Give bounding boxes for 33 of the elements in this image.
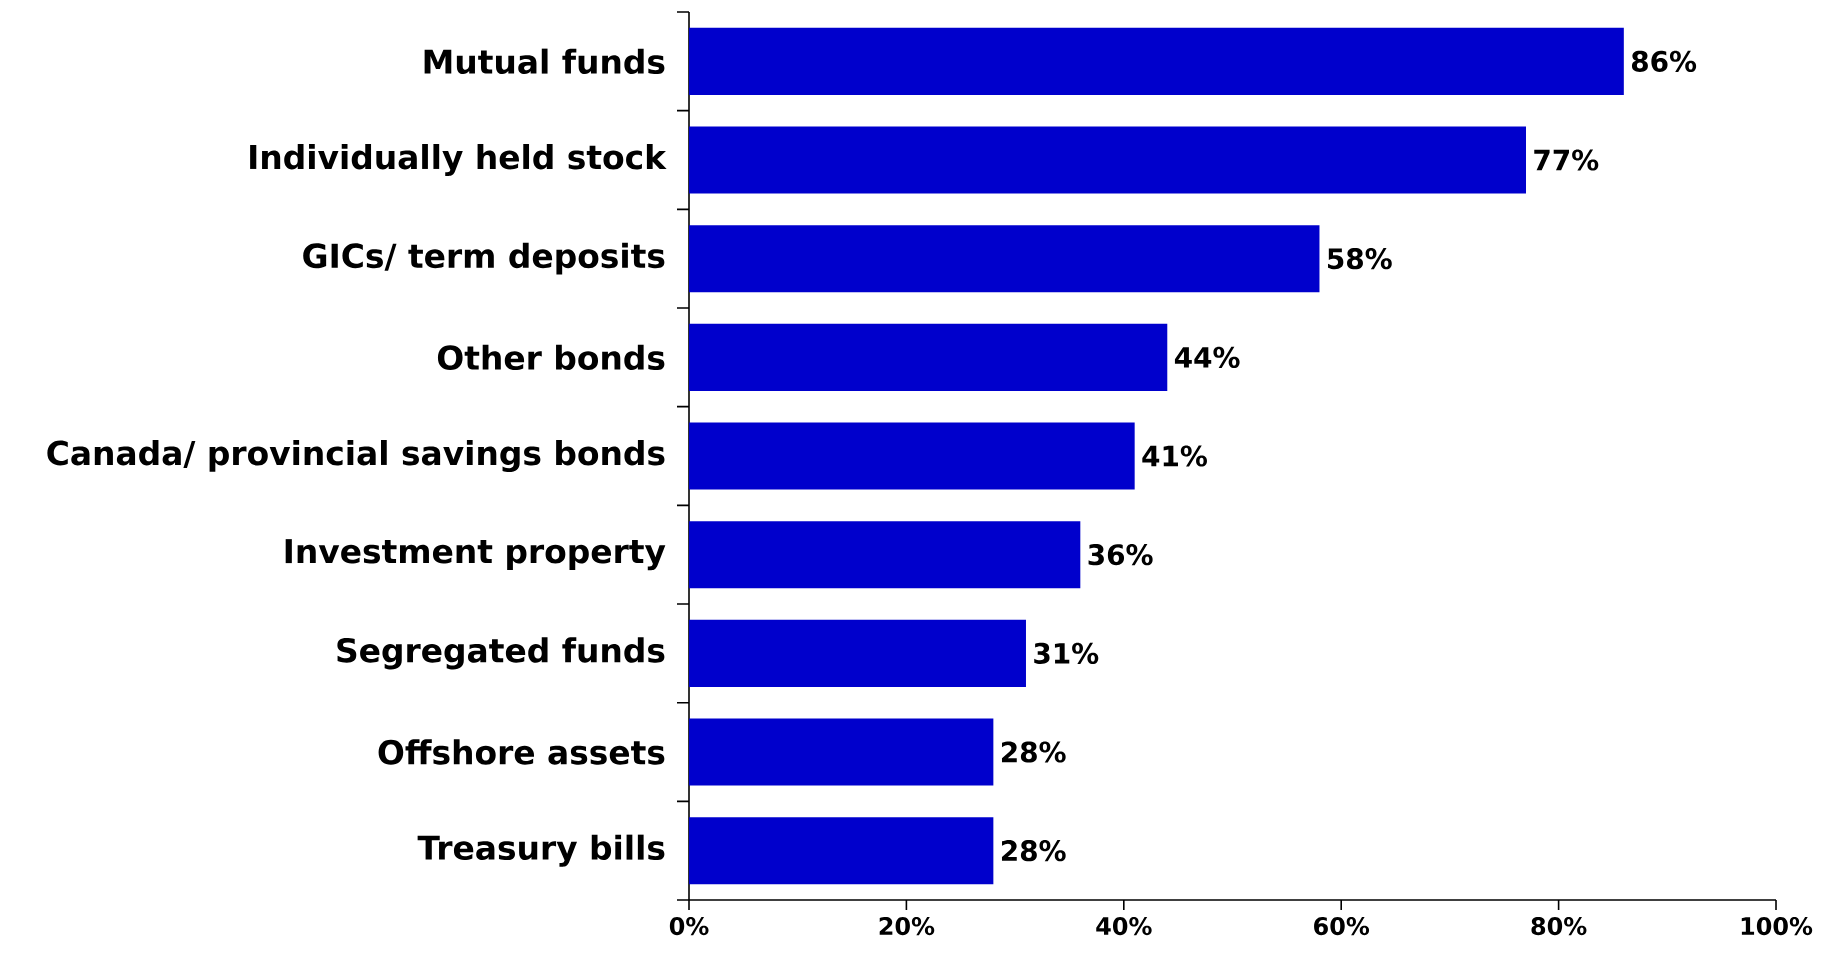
data-label: 28% — [1001, 840, 1066, 862]
data-label: 41% — [1142, 445, 1207, 467]
x-tick-label: 60% — [1314, 917, 1370, 936]
x-tick-label: 0% — [669, 917, 709, 936]
data-label: 58% — [1328, 248, 1392, 270]
y-tick-label: Canada/ provincial savings bonds — [47, 439, 665, 473]
y-tick-label: Segregated funds — [337, 637, 665, 670]
y-tick-label: Mutual funds — [424, 48, 665, 75]
data-label: 44% — [1174, 346, 1240, 368]
bar — [689, 521, 1081, 589]
y-tick-label: Offshore assets — [378, 739, 665, 765]
x-tick-label: 40% — [1096, 917, 1152, 936]
x-tick-label: 100% — [1741, 917, 1813, 936]
bar — [689, 619, 1026, 687]
data-label: 28% — [1001, 741, 1066, 763]
bar — [689, 817, 994, 885]
data-label: 31% — [1034, 642, 1099, 664]
bar — [689, 225, 1320, 293]
y-tick-label: GICs/ term deposits — [303, 242, 665, 275]
bar — [689, 27, 1624, 95]
data-label: 36% — [1088, 544, 1153, 566]
data-label: 86% — [1631, 50, 1697, 72]
y-tick-label: Investment property — [285, 539, 666, 571]
bar — [689, 126, 1526, 194]
data-label: 77% — [1534, 149, 1599, 171]
bar — [689, 422, 1135, 490]
y-tick-label: Treasury bills — [417, 834, 665, 867]
x-tick-label: 80% — [1531, 917, 1587, 936]
y-tick-label: Individually held stock — [250, 143, 667, 177]
x-tick-label: 20% — [879, 917, 935, 936]
y-tick-label: Other bonds — [437, 344, 665, 371]
bar — [689, 323, 1168, 391]
bar — [689, 718, 994, 786]
